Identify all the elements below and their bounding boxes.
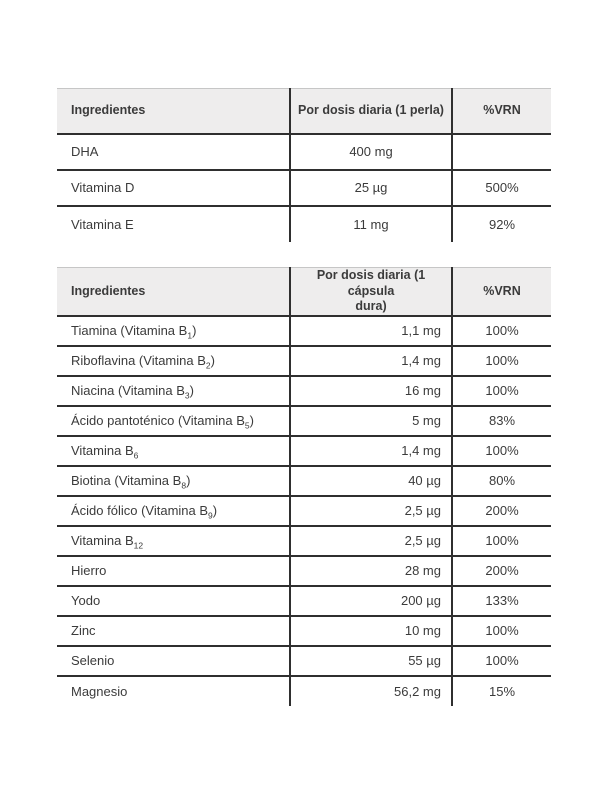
dose-cell: 56,2 mg [289,675,453,706]
dose-cell: 1,1 mg [289,315,453,347]
ingredient-cell: Yodo [57,585,290,617]
table-row: Zinc 10 mg 100% [57,615,551,647]
dose-cell: 2,5 µg [289,495,453,527]
column-header-ingredientes: Ingredientes [57,88,290,135]
vrn-cell: 100% [452,615,551,647]
dose-cell: 2,5 µg [289,525,453,557]
table-header-row: Ingredientes Por dosis diaria (1 perla) … [57,88,551,135]
vrn-cell: 92% [488,216,516,232]
table-row: Niacina (Vitamina B3) 16 mg 100% [57,375,551,407]
ingredient-cell: Magnesio [71,683,128,699]
vrn-cell: 15% [488,683,516,699]
vrn-cell: 133% [452,585,551,617]
dose-cell: 16 mg [289,375,453,407]
table-row: Vitamina E 11 mg 92% [57,205,551,242]
vrn-cell: 100% [452,645,551,677]
table-row: Biotina (Vitamina B8) 40 µg 80% [57,465,551,497]
ingredient-cell: Ácido pantoténico (Vitamina B5) [57,405,290,437]
ingredient-cell: Niacina (Vitamina B3) [57,375,290,407]
dose-cell: 10 mg [289,615,453,647]
dose-cell: 1,4 mg [289,435,453,467]
vrn-cell: 100% [452,315,551,347]
table-row: Selenio 55 µg 100% [57,645,551,677]
table-row: Riboflavina (Vitamina B2) 1,4 mg 100% [57,345,551,377]
vrn-cell: 500% [452,169,551,207]
table-row: Hierro 28 mg 200% [57,555,551,587]
table-body: Tiamina (Vitamina B1) 1,1 mg 100% Riboflavi… [57,315,551,706]
ingredient-cell: Riboflavina (Vitamina B2) [57,345,290,377]
ingredient-cell: Tiamina (Vitamina B1) [57,315,290,347]
column-header-ingredientes: Ingredientes [57,266,290,317]
vrn-cell: 200% [452,555,551,587]
ingredient-cell: Vitamina B12 [57,525,290,557]
table-body: DHA 400 mg Vitamina D 25 µg 500% Vitamina E 11… [57,133,551,242]
table-header-row: Ingredientes Por dosis diaria (1 cápsula… [57,266,551,317]
table-row: Ácido fólico (Vitamina B9) 2,5 µg 200% [57,495,551,527]
vrn-cell: 100% [452,525,551,557]
vrn-cell: 100% [452,375,551,407]
ingredient-cell: Vitamina B6 [57,435,290,467]
dose-cell: 11 mg [289,205,453,242]
table-row: Yodo 200 µg 133% [57,585,551,617]
ingredient-cell: Vitamina E [71,216,134,232]
vrn-cell: 200% [452,495,551,527]
ingredient-cell: Zinc [57,615,290,647]
dose-cell: 200 µg [289,585,453,617]
dose-cell: 5 mg [289,405,453,437]
dose-cell: 40 µg [289,465,453,497]
vrn-cell: 83% [452,405,551,437]
dose-cell: 400 mg [289,133,453,171]
table-row: Vitamina B12 2,5 µg 100% [57,525,551,557]
table-row: Magnesio 56,2 mg 15% [57,675,551,706]
column-header-vrn: %VRN [452,266,551,317]
ingredient-cell: Biotina (Vitamina B8) [57,465,290,497]
ingredient-cell: Selenio [57,645,290,677]
vrn-cell: 80% [452,465,551,497]
column-header-dose: Por dosis diaria (1 cápsula dura) [289,266,453,317]
vrn-cell [452,133,551,171]
table-row: Tiamina (Vitamina B1) 1,1 mg 100% [57,315,551,347]
dose-cell: 28 mg [289,555,453,587]
nutrition-table-perla: Ingredientes Por dosis diaria (1 perla) … [57,88,551,242]
nutrition-table-capsula-dura: Ingredientes Por dosis diaria (1 cápsula… [57,266,551,706]
ingredient-cell: Ácido fólico (Vitamina B9) [57,495,290,527]
table-row: Vitamina B6 1,4 mg 100% [57,435,551,467]
column-header-vrn: %VRN [452,88,551,135]
vrn-cell: 100% [452,435,551,467]
ingredient-cell: Hierro [57,555,290,587]
dose-cell: 25 µg [289,169,453,207]
table-row: Ácido pantoténico (Vitamina B5) 5 mg 83% [57,405,551,437]
ingredient-cell: Vitamina D [57,169,290,207]
dose-cell: 1,4 mg [289,345,453,377]
column-header-dose: Por dosis diaria (1 perla) [289,88,453,135]
table-row: Vitamina D 25 µg 500% [57,169,551,207]
table-row: DHA 400 mg [57,133,551,171]
dose-cell: 55 µg [289,645,453,677]
vrn-cell: 100% [452,345,551,377]
ingredient-cell: DHA [57,133,290,171]
